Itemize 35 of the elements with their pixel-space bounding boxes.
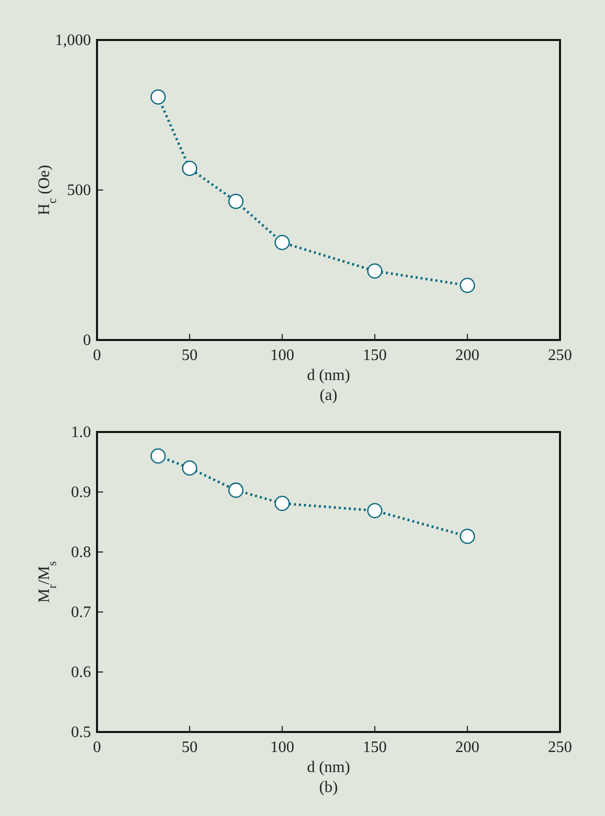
- y-tick-label: 0.9: [71, 484, 91, 501]
- point: [182, 160, 198, 176]
- x-tick-label: 50: [182, 347, 198, 364]
- point: [460, 278, 476, 294]
- x-axis-title: d (nm): [306, 759, 350, 776]
- point: [228, 194, 244, 210]
- x-axis-title: d (nm): [306, 367, 350, 384]
- y-tick-label: 0: [83, 332, 91, 349]
- point: [274, 496, 290, 512]
- x-tick-label: 150: [362, 739, 387, 756]
- y-tick-label: 0.5: [71, 724, 91, 741]
- x-tick-label: 200: [455, 347, 480, 364]
- point: [460, 528, 476, 544]
- point: [150, 89, 166, 105]
- x-tick-label: 50: [182, 739, 198, 756]
- x-tick-label: 250: [548, 739, 572, 756]
- point: [367, 502, 382, 518]
- x-tick-label: 200: [455, 739, 480, 756]
- y-tick-label: 1.0: [71, 424, 91, 441]
- point: [182, 460, 198, 476]
- x-tick-label: 250: [548, 347, 572, 364]
- y-tick-label: 0.6: [71, 664, 91, 681]
- point: [367, 263, 382, 279]
- text: (b): [319, 779, 338, 796]
- point: [274, 234, 290, 250]
- x-tick-label: 100: [270, 739, 294, 756]
- y-tick-label: 0.7: [71, 604, 91, 621]
- y-tick-label: 0.8: [71, 544, 91, 561]
- point: [228, 482, 244, 498]
- text: (a): [320, 387, 338, 404]
- y-tick-label: 500: [67, 182, 91, 199]
- point: [150, 448, 166, 464]
- y-tick-label: 1,000: [55, 32, 91, 49]
- x-tick-label: 100: [270, 347, 294, 364]
- x-tick-label: 150: [362, 347, 387, 364]
